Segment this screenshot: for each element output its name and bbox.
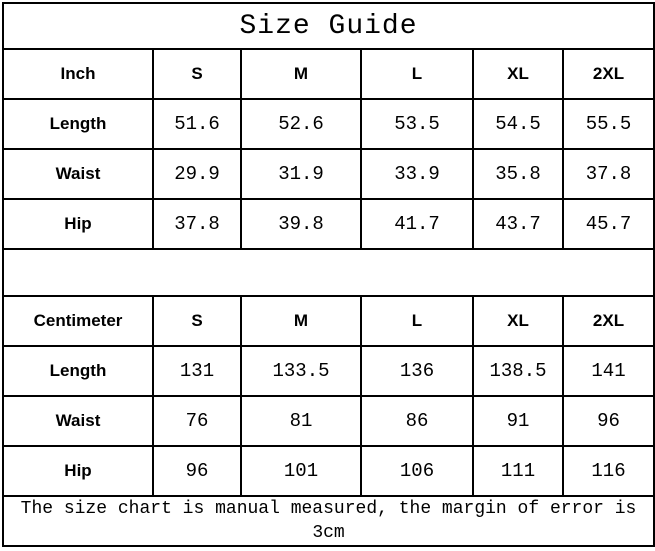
cell-value: 52.6 (240, 98, 362, 150)
spacer-cell (1, 248, 655, 297)
cell-value: 37.8 (152, 198, 242, 250)
size-header-s: S (152, 48, 242, 100)
row-label: Length (2, 345, 154, 397)
row-label: Length (2, 98, 154, 150)
cell-value: 76 (152, 395, 242, 447)
cell-value: 96 (152, 445, 242, 497)
footer-note: The size chart is manual measured, the m… (1, 495, 655, 547)
cell-value: 43.7 (472, 198, 564, 250)
cell-value: 96 (561, 395, 655, 447)
cell-value: 45.7 (561, 198, 655, 250)
cell-value: 138.5 (472, 345, 564, 397)
size-header-2xl: 2XL (561, 295, 655, 347)
table-row: Hip 37.8 39.8 41.7 43.7 45.7 (2, 198, 655, 250)
cell-value: 41.7 (360, 198, 474, 250)
size-header-xl: XL (472, 295, 564, 347)
cell-value: 39.8 (240, 198, 362, 250)
cell-value: 51.6 (152, 98, 242, 150)
cell-value: 141 (561, 345, 655, 397)
table-row: Length 51.6 52.6 53.5 54.5 55.5 (2, 98, 655, 150)
unit-label-centimeter: Centimeter (2, 295, 154, 347)
cell-value: 54.5 (472, 98, 564, 150)
size-header-l: L (360, 48, 474, 100)
size-header-s: S (152, 295, 242, 347)
inch-header-row: Inch S M L XL 2XL (2, 48, 655, 100)
page-title: Size Guide (1, 2, 655, 50)
cell-value: 106 (360, 445, 474, 497)
cell-value: 101 (240, 445, 362, 497)
cell-value: 35.8 (472, 148, 564, 200)
size-header-m: M (240, 48, 362, 100)
title-row: Size Guide (1, 2, 655, 50)
cell-value: 33.9 (360, 148, 474, 200)
centimeter-header-row: Centimeter S M L XL 2XL (2, 295, 655, 347)
table-row: Hip 96 101 106 111 116 (2, 445, 655, 497)
cell-value: 55.5 (561, 98, 655, 150)
cell-value: 37.8 (561, 148, 655, 200)
footer-row: The size chart is manual measured, the m… (1, 495, 655, 547)
table-row: Length 131 133.5 136 138.5 141 (2, 345, 655, 397)
row-label: Waist (2, 395, 154, 447)
size-header-xl: XL (472, 48, 564, 100)
cell-value: 53.5 (360, 98, 474, 150)
row-label: Waist (2, 148, 154, 200)
unit-label-inch: Inch (2, 48, 154, 100)
cell-value: 31.9 (240, 148, 362, 200)
row-label: Hip (2, 445, 154, 497)
cell-value: 136 (360, 345, 474, 397)
table-row: Waist 29.9 31.9 33.9 35.8 37.8 (2, 148, 655, 200)
cell-value: 131 (152, 345, 242, 397)
cell-value: 91 (472, 395, 564, 447)
cell-value: 111 (472, 445, 564, 497)
cell-value: 86 (360, 395, 474, 447)
row-label: Hip (2, 198, 154, 250)
cell-value: 29.9 (152, 148, 242, 200)
cell-value: 133.5 (240, 345, 362, 397)
cell-value: 81 (240, 395, 362, 447)
size-header-l: L (360, 295, 474, 347)
table-row: Waist 76 81 86 91 96 (2, 395, 655, 447)
cell-value: 116 (561, 445, 655, 497)
size-header-2xl: 2XL (561, 48, 655, 100)
size-header-m: M (240, 295, 362, 347)
spacer-row (1, 248, 655, 297)
